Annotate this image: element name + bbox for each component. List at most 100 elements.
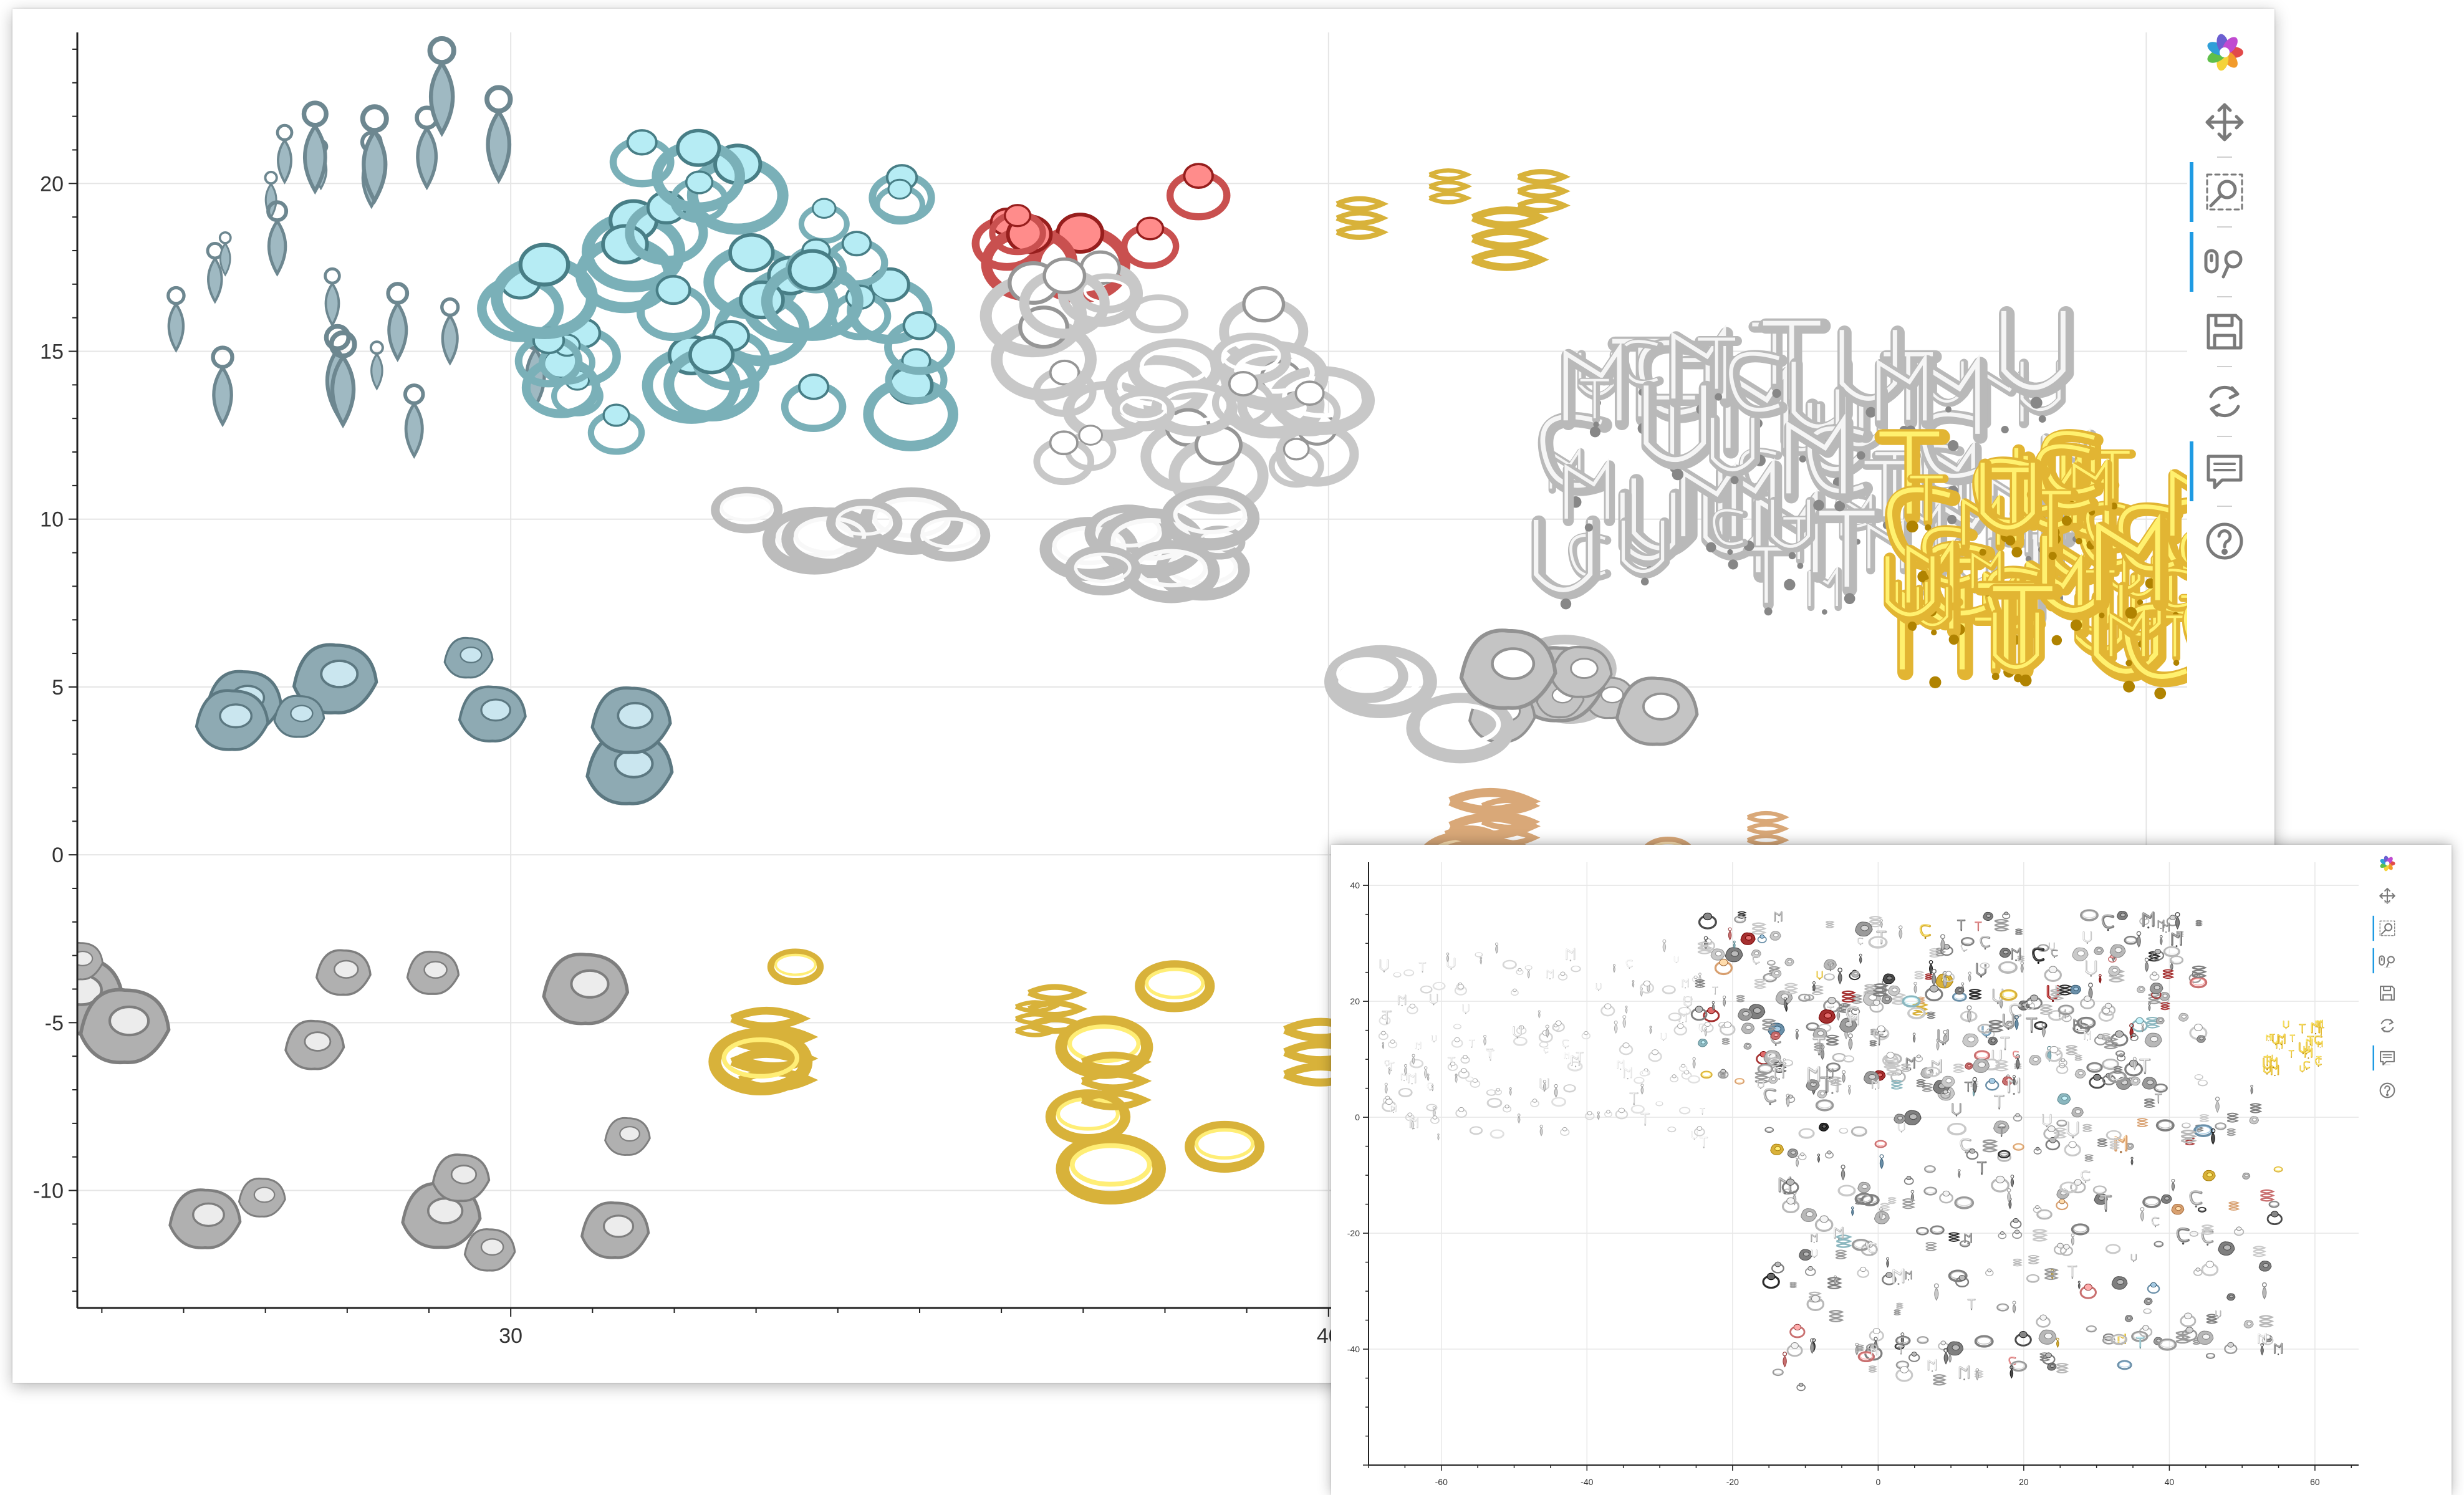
charm-ring [2207, 661, 2215, 670]
jewelry-point [1517, 1113, 1521, 1124]
charm-ring [2285, 1028, 2287, 1029]
toolbar-box-zoom-button[interactable] [2372, 915, 2395, 941]
ring-stone [1793, 1324, 1801, 1330]
letter-charm-shine [1816, 971, 1822, 979]
jewelry-point [1879, 1154, 1884, 1170]
cocktail-ring-stone [2049, 1364, 2055, 1368]
toolbar-reset-button[interactable] [2380, 1019, 2394, 1033]
jewelry-point [1875, 1033, 1884, 1046]
earring-drop [387, 300, 408, 362]
toolbar-reset-button[interactable] [2209, 385, 2240, 437]
toolbar-help-button[interactable] [2206, 522, 2243, 560]
band [1768, 1057, 1782, 1067]
toolbar-box-zoom-button[interactable] [2190, 162, 2243, 228]
letter-charm-shine [2316, 1056, 2321, 1062]
charm-ring [1947, 440, 1959, 451]
charm-ring [1383, 971, 1385, 973]
jewelry-point [2242, 1172, 2251, 1180]
jewelry-point [1956, 919, 1966, 931]
jewelry-point [1617, 1059, 1625, 1070]
jewelry-point [1899, 925, 1903, 940]
charm-ring [1812, 1082, 1815, 1084]
letter-charm-shine [1409, 1116, 1418, 1127]
overview-plot-area[interactable] [1369, 862, 2359, 1465]
spiral-coil [1927, 1011, 1936, 1019]
jewelry-point [1998, 1231, 2007, 1239]
band-shine [2014, 1144, 2023, 1149]
ring-stone [2195, 1267, 2200, 1272]
toolbar-save-button[interactable] [2207, 314, 2243, 367]
earring-drop [1783, 999, 1787, 1009]
cocktail-ring-stone [1730, 950, 1740, 957]
band-shine [1800, 1130, 1813, 1137]
jewelry-point [1834, 1226, 1844, 1240]
toolbar-save-button[interactable] [2380, 986, 2395, 1001]
band [1551, 1097, 1567, 1107]
band-shine [2182, 1123, 2190, 1127]
charm-ring [1728, 559, 1738, 570]
toolbar-help-button[interactable] [2379, 1082, 2395, 1098]
jewelry-point [1898, 1345, 1905, 1355]
y-tick-label: -5 [45, 1011, 64, 1035]
charm-ring [1825, 1091, 1827, 1094]
band-shine [2073, 1225, 2087, 1233]
jewelry-point [1901, 1063, 1912, 1072]
charm-ring [2155, 1226, 2157, 1228]
letter-charm-shine [2299, 1024, 2305, 1032]
toolbar-wheel-zoom-button[interactable] [2190, 232, 2243, 297]
charm-ring [2314, 1032, 2317, 1035]
jewelry-point [1682, 978, 1689, 989]
toolbar-bokeh-logo [2380, 855, 2395, 872]
toolbar-wheel-zoom-button[interactable] [2372, 948, 2395, 974]
help-icon [2206, 522, 2243, 560]
jewelry-point [1946, 1341, 1964, 1356]
jewelry-point [2020, 961, 2024, 973]
ring-stone [1942, 1190, 1950, 1197]
toolbar-pan-button[interactable] [2205, 103, 2244, 158]
cocktail-ring-stone [1774, 971, 1779, 975]
speech-bubble [2380, 1050, 2395, 1065]
charm-ring [2195, 542, 2205, 552]
letter-charm-shine [1562, 1039, 1568, 1047]
reset-arrows [2210, 386, 2240, 417]
cocktail-ring-stone [2139, 987, 2144, 991]
cocktail-ring-stone [1774, 1146, 1781, 1151]
letter-charm-shine [1388, 1062, 1394, 1070]
band-shine [2082, 911, 2097, 918]
jewelry-point [1886, 1063, 1902, 1076]
jewelry-point [1995, 1060, 2009, 1072]
toolbar-pan-button[interactable] [2379, 888, 2395, 904]
letter-charm [1743, 546, 1794, 610]
cocktail-ring-stone [2154, 985, 2160, 990]
charm-ring [1799, 455, 1806, 463]
band-shine [1553, 1098, 1565, 1105]
ring-stone [2061, 1058, 2066, 1062]
toolbar-hover-button[interactable] [2190, 441, 2243, 507]
jewelry-point [1678, 1107, 1691, 1115]
jewelry-point [1978, 458, 2043, 546]
earring-drop [1692, 1059, 1696, 1069]
band [1857, 1351, 1875, 1363]
band [711, 486, 783, 534]
jewelry-point [1837, 325, 1905, 418]
jewelry-point [2044, 966, 2062, 983]
letter-charm-shine [2026, 1017, 2036, 1031]
letter-charm-shine [2180, 533, 2187, 572]
letter-charm [1700, 1137, 1708, 1148]
spiral-coil [1864, 984, 1877, 994]
jewelry-point [2006, 1188, 2011, 1203]
band-shine [2107, 1132, 2120, 1138]
toolbar-hover-button[interactable] [2372, 1045, 2395, 1071]
ring-stone [1929, 984, 1938, 993]
band-shine [835, 506, 893, 536]
ring-stone [1454, 1037, 1460, 1042]
letter-charm-shine [2140, 1059, 2149, 1072]
jewelry-point [2288, 1050, 2294, 1058]
jewelry-point [2010, 1360, 2028, 1372]
earring-drop [267, 218, 287, 277]
charm-ring [2015, 1057, 2016, 1059]
band [2117, 1360, 2132, 1370]
jewelry-point [2303, 1046, 2310, 1055]
